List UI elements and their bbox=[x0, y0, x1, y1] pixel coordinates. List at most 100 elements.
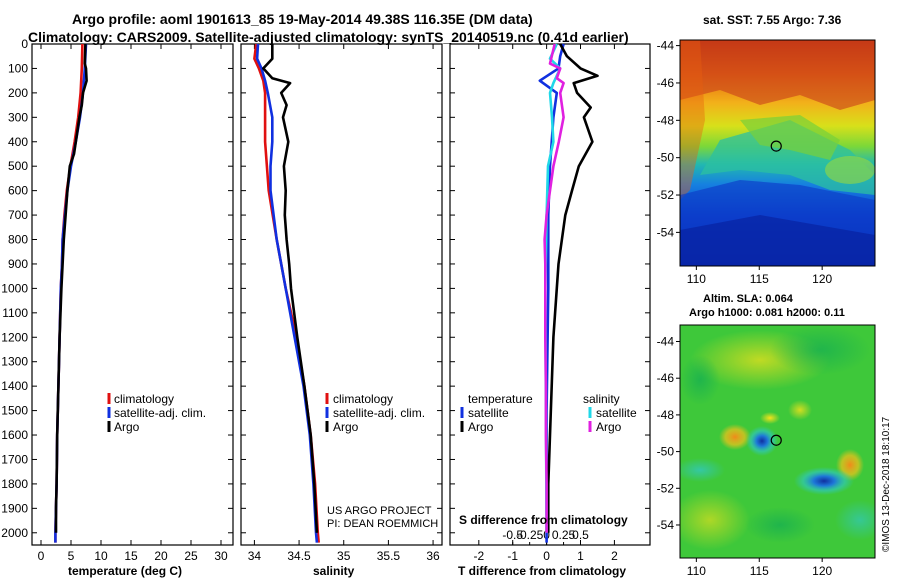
difference-xlabel: T difference from climatology bbox=[458, 564, 626, 578]
temperature-xtick-label: 5 bbox=[68, 549, 75, 563]
difference-series bbox=[538, 43, 599, 543]
depth-tick-label: 1800 bbox=[1, 477, 28, 491]
sst-map-axes: 110 115 120 -44 -46 -48 -50 -52 -54 bbox=[657, 39, 833, 286]
sla-map-ytick-label: -46 bbox=[657, 371, 675, 385]
temperature-xtick-label: 15 bbox=[124, 549, 138, 563]
legend-title-salinity: salinity bbox=[583, 392, 620, 406]
difference-xtick-label: -2 bbox=[473, 549, 484, 563]
sla-map-ytick-label: -44 bbox=[657, 335, 675, 349]
depth-tick-label: 900 bbox=[8, 257, 28, 271]
depth-tick-label: 1000 bbox=[1, 281, 28, 295]
sla-map-xtick-label: 115 bbox=[750, 564, 769, 578]
salinity-axis: 34 34.5 35 35.5 36 bbox=[241, 43, 442, 563]
depth-tick-label: 600 bbox=[8, 184, 28, 198]
legend-label-argo: Argo bbox=[333, 420, 359, 434]
depth-tick-label: 1900 bbox=[1, 501, 28, 515]
salinity-xtick-label: 36 bbox=[426, 549, 440, 563]
depth-tick-label: 0 bbox=[21, 37, 28, 51]
imos-watermark: ©IMOS 13-Dec-2018 18:10:17 bbox=[881, 416, 892, 552]
sla-map-image bbox=[680, 325, 875, 558]
sla-map-title-line-1: Altim. SLA: 0.064 bbox=[703, 293, 794, 305]
salinity-series bbox=[253, 43, 320, 543]
difference-s-xtick-label: 0.25 bbox=[552, 528, 576, 542]
salinity-xlabel: salinity bbox=[313, 564, 355, 578]
credit-line-1: US ARGO PROJECT bbox=[327, 505, 432, 517]
sst-map-xtick-label: 120 bbox=[812, 272, 832, 286]
difference-legend: temperature salinity satellite Argo sate… bbox=[460, 392, 637, 434]
sst-map-xtick-label: 110 bbox=[687, 272, 706, 286]
sla-map-ytick-label: -52 bbox=[657, 481, 675, 495]
salinity-xtick-label: 34 bbox=[248, 549, 262, 563]
legend-label-t-satellite: satellite bbox=[468, 406, 509, 420]
depth-axis: 0 100 200 300 400 500 600 700 800 900 1000 1100 1200… bbox=[1, 37, 28, 540]
depth-tick-label: 700 bbox=[8, 208, 28, 222]
sla-map-ytick-label: -54 bbox=[657, 518, 675, 532]
temperature-series bbox=[54, 43, 88, 543]
sst-argo-location-marker bbox=[770, 140, 782, 152]
difference-xtick-label: 2 bbox=[611, 549, 618, 563]
difference-s-xtick-label: 0.5 bbox=[572, 528, 589, 542]
temperature-xtick-label: 20 bbox=[154, 549, 168, 563]
legend-label-s-argo: Argo bbox=[596, 420, 622, 434]
salinity-xtick-label: 35 bbox=[337, 549, 351, 563]
temperature-legend: climatology satellite-adj. clim. Argo bbox=[107, 392, 206, 434]
depth-tick-label: 1200 bbox=[1, 330, 28, 344]
sst-map-ytick-label: -50 bbox=[657, 151, 675, 165]
depth-tick-label: 800 bbox=[8, 233, 28, 247]
depth-tick-label: 400 bbox=[8, 135, 28, 149]
temperature-xtick-label: 0 bbox=[38, 549, 45, 563]
title-line-2: Climatology: CARS2009. Satellite-adjuste… bbox=[28, 29, 629, 45]
depth-tick-label: 2000 bbox=[1, 526, 28, 540]
sst-map-ytick-label: -46 bbox=[657, 76, 675, 90]
difference-xtick-label: 1 bbox=[577, 549, 584, 563]
temperature-xtick-label: 10 bbox=[94, 549, 108, 563]
temperature-xtick-label: 30 bbox=[214, 549, 228, 563]
legend-label-climatology: climatology bbox=[333, 392, 393, 406]
legend-label-argo: Argo bbox=[114, 420, 140, 434]
salinity-line-argo bbox=[261, 44, 319, 533]
depth-tick-label: 200 bbox=[8, 86, 28, 100]
legend-label-satellite: satellite-adj. clim. bbox=[114, 406, 206, 420]
sla-map-ytick-label: -50 bbox=[657, 445, 675, 459]
temperature-xlabel: temperature (deg C) bbox=[68, 564, 182, 578]
salinity-legend: climatology satellite-adj. clim. Argo bbox=[325, 392, 425, 434]
depth-tick-label: 1600 bbox=[1, 428, 28, 442]
credit-line-2: PI: DEAN ROEMMICH bbox=[327, 518, 438, 530]
difference-line-salinity-argo bbox=[543, 43, 565, 533]
sst-map-frame bbox=[679, 39, 876, 267]
difference-s-xtick-label: -0.5 bbox=[502, 528, 523, 542]
sst-map-xtick-label: 115 bbox=[750, 272, 769, 286]
depth-tick-label: 1400 bbox=[1, 379, 28, 393]
difference-plot-frame bbox=[449, 43, 651, 546]
sla-argo-location-marker bbox=[770, 434, 782, 446]
depth-tick-label: 1700 bbox=[1, 452, 28, 466]
legend-label-t-argo: Argo bbox=[468, 420, 494, 434]
sst-map-ytick-label: -52 bbox=[657, 188, 675, 202]
depth-tick-label: 100 bbox=[8, 61, 28, 75]
difference-top-xlabel: S difference from climatology bbox=[459, 513, 628, 527]
sla-map-axes: 110 115 120 -44 -46 -48 -50 -52 -54 bbox=[657, 335, 833, 578]
difference-axis: -2 -1 0 1 2-0.5-0.25 0 0.250.5 bbox=[450, 43, 650, 563]
legend-title-temperature: temperature bbox=[468, 392, 533, 406]
salinity-plot-frame bbox=[240, 43, 443, 546]
sla-map-ytick-label: -48 bbox=[657, 408, 675, 422]
sst-map-title: sat. SST: 7.55 Argo: 7.36 bbox=[703, 13, 842, 27]
temperature-plot-frame bbox=[31, 43, 234, 546]
sst-map-ytick-label: -48 bbox=[657, 113, 675, 127]
difference-s-xtick-label: -0.25 bbox=[516, 528, 544, 542]
difference-line-temperature-argo bbox=[546, 43, 599, 533]
title-line-1: Argo profile: aoml 1901613_85 19-May-201… bbox=[72, 11, 533, 27]
temperature-axis: 0 5 10 15 20 25 30 bbox=[32, 43, 233, 563]
depth-tick-label: 1500 bbox=[1, 404, 28, 418]
salinity-xtick-label: 34.5 bbox=[287, 549, 311, 563]
depth-tick-label: 1100 bbox=[2, 306, 28, 320]
sla-map-title-line-2: Argo h1000: 0.081 h2000: 0.11 bbox=[689, 307, 845, 319]
sla-map-xtick-label: 120 bbox=[812, 564, 832, 578]
depth-tick-label: 500 bbox=[8, 159, 28, 173]
sla-map-frame bbox=[679, 324, 876, 559]
difference-xtick-label: 0 bbox=[543, 549, 550, 563]
difference-xtick-label: -1 bbox=[507, 549, 518, 563]
sst-map-ytick-label: -54 bbox=[657, 225, 675, 239]
sst-map-image bbox=[680, 40, 875, 266]
